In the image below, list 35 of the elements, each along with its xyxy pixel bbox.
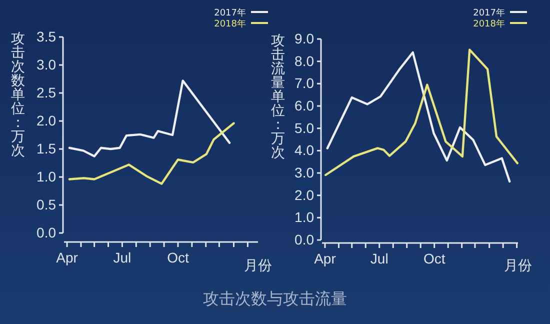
y-tick-label: 4.0 — [294, 142, 314, 158]
legend-label: 2017年 — [214, 8, 246, 18]
x-axis-title: 月份 — [504, 258, 532, 274]
y-tick-label: 5.0 — [294, 120, 314, 136]
y-tick-label: 6.0 — [294, 97, 314, 114]
line-series — [68, 80, 231, 158]
y-tick-label: 0.0 — [294, 231, 314, 248]
x-tick-label: Apr — [56, 250, 78, 266]
text: 攻击次数与攻击流量 — [203, 289, 347, 308]
line-series — [68, 122, 235, 185]
x-tick-label: Jul — [113, 250, 132, 266]
y-tick-label: 3.5 — [36, 28, 56, 44]
y-tick-label: 2.0 — [294, 186, 314, 203]
y-tick-label: 0.5 — [36, 196, 56, 212]
legend-label: 2018年 — [473, 18, 505, 30]
x-axis-title: 月份 — [244, 258, 272, 274]
x-tick-label: Apr — [314, 250, 336, 267]
y-tick-label: 1.0 — [294, 209, 314, 226]
x-tick-label: Oct — [167, 250, 189, 266]
y-tick-label: 2.5 — [36, 84, 56, 100]
legend-label: 2017年 — [473, 8, 505, 18]
y-tick-label: 7.0 — [294, 75, 314, 92]
y-tick-label: 3.0 — [294, 164, 314, 180]
y-tick-label: 9.0 — [294, 30, 314, 46]
y-tick-label: 0.0 — [36, 224, 56, 240]
x-tick-label: Jul — [370, 250, 388, 267]
y-tick-label: 1.5 — [36, 140, 56, 156]
y-tick-label: 3.0 — [36, 56, 56, 72]
y-tick-label: 1.0 — [36, 168, 56, 184]
text: 攻击次数单位：万次 — [11, 31, 25, 159]
x-tick-label: Oct — [423, 250, 446, 267]
text: 攻击流量单位：万次 — [271, 33, 285, 161]
legend-label: 2018年 — [214, 18, 246, 30]
y-tick-label: 2.0 — [36, 112, 56, 128]
y-tick-label: 8.0 — [294, 52, 314, 69]
